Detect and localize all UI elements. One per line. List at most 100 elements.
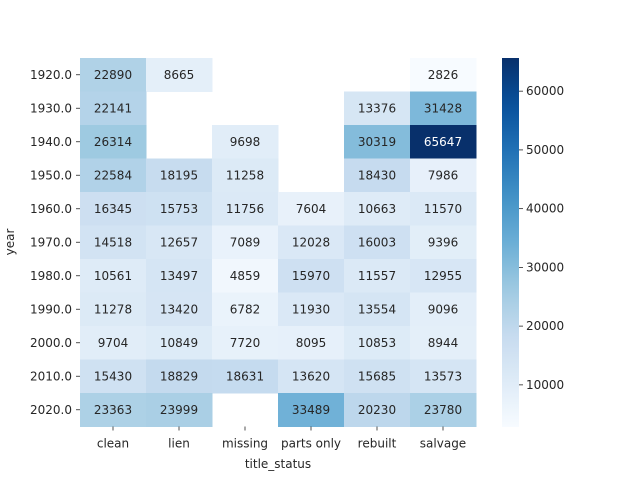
heatmap-cell <box>410 393 477 427</box>
heatmap-cell <box>80 292 147 327</box>
colorbar <box>502 58 519 427</box>
heatmap-cell <box>146 393 213 427</box>
cell-value-label: 7089 <box>230 235 261 249</box>
y-tick-label: 1990.0 <box>30 302 72 316</box>
cell-value-label: 13573 <box>424 369 462 383</box>
cell-value-label: 11557 <box>358 269 396 283</box>
colorbar-tick-label: 20000 <box>526 319 564 333</box>
heatmap-cell <box>410 292 477 327</box>
heatmap-cell <box>80 125 147 159</box>
y-tick-label: 2000.0 <box>30 336 72 350</box>
cell-value-label: 18631 <box>226 369 264 383</box>
heatmap-cell <box>344 158 411 193</box>
cell-value-label: 11570 <box>424 202 462 216</box>
cell-value-label: 23999 <box>160 403 198 417</box>
heatmap-cell <box>344 393 411 427</box>
heatmap-cell <box>410 125 477 159</box>
cell-value-label: 18829 <box>160 369 198 383</box>
cell-value-label: 20230 <box>358 403 396 417</box>
cell-value-label: 22584 <box>94 168 132 182</box>
cell-value-label: 2826 <box>428 68 459 82</box>
heatmap-cell <box>410 58 477 92</box>
heatmap-cell <box>410 225 477 260</box>
heatmap-cell <box>212 158 279 193</box>
cell-value-label: 4859 <box>230 269 261 283</box>
cell-value-label: 6782 <box>230 302 261 316</box>
cell-value-label: 31428 <box>424 101 462 115</box>
heatmap-cell <box>410 259 477 293</box>
x-tick-label: clean <box>97 437 129 451</box>
cell-value-label: 22890 <box>94 68 132 82</box>
cell-value-label: 8665 <box>164 68 195 82</box>
y-tick-label: 1960.0 <box>30 202 72 216</box>
cell-value-label: 13420 <box>160 302 198 316</box>
heatmap-cell <box>410 326 477 360</box>
cell-value-label: 13376 <box>358 101 396 115</box>
cell-value-label: 18195 <box>160 168 198 182</box>
cell-value-label: 12028 <box>292 235 330 249</box>
heatmap-cell <box>278 359 345 394</box>
cell-value-label: 13620 <box>292 369 330 383</box>
cell-value-label: 16003 <box>358 235 396 249</box>
heatmap-cell <box>410 192 477 226</box>
cell-value-label: 12657 <box>160 235 198 249</box>
cell-value-label: 18430 <box>358 168 396 182</box>
cell-value-label: 10853 <box>358 336 396 350</box>
heatmap-cell <box>344 91 411 126</box>
cell-value-label: 9396 <box>428 235 459 249</box>
cell-value-label: 7720 <box>230 336 261 350</box>
heatmap-cell <box>146 326 213 360</box>
heatmap-cell <box>146 58 213 92</box>
colorbar-tick-label: 50000 <box>526 143 564 157</box>
heatmap-cell <box>344 225 411 260</box>
heatmap-cell <box>278 292 345 327</box>
x-tick-label: missing <box>222 437 268 451</box>
cell-value-label: 11756 <box>226 202 264 216</box>
heatmap-cell <box>278 192 345 226</box>
y-tick-label: 1940.0 <box>30 135 72 149</box>
cell-value-label: 15685 <box>358 369 396 383</box>
heatmap-cell <box>80 225 147 260</box>
y-tick-label: 1980.0 <box>30 269 72 283</box>
y-tick-label: 1970.0 <box>30 235 72 249</box>
heatmap-cell <box>80 192 147 226</box>
cell-value-label: 7604 <box>296 202 327 216</box>
cell-value-label: 30319 <box>358 135 396 149</box>
heatmap-cell <box>410 158 477 193</box>
cell-value-label: 8944 <box>428 336 459 350</box>
heatmap-cell <box>278 393 345 427</box>
cell-value-label: 65647 <box>424 135 462 149</box>
cell-value-label: 9698 <box>230 135 261 149</box>
heatmap-cell <box>146 225 213 260</box>
cell-value-label: 22141 <box>94 101 132 115</box>
cell-value-label: 10561 <box>94 269 132 283</box>
heatmap-cell <box>80 393 147 427</box>
colorbar-tick-label: 60000 <box>526 84 564 98</box>
x-tick-label: parts only <box>281 437 341 451</box>
x-axis-ticks: clean lien missing parts only rebuilt salvage <box>97 426 466 451</box>
cell-value-label: 8095 <box>296 336 327 350</box>
cell-value-label: 9704 <box>98 336 129 350</box>
heatmap-cell <box>410 91 477 126</box>
heatmap-cell <box>212 326 279 360</box>
heatmap-cell <box>410 359 477 394</box>
heatmap-cells: 22890 8665 2826 22141 13376 31428 26314 9698 303… <box>80 58 477 427</box>
heatmap-cell <box>80 91 147 126</box>
y-tick-label: 1930.0 <box>30 101 72 115</box>
cell-value-label: 23363 <box>94 403 132 417</box>
cell-value-label: 13497 <box>160 269 198 283</box>
heatmap-cell <box>212 225 279 260</box>
heatmap-cell <box>146 359 213 394</box>
heatmap-cell <box>146 158 213 193</box>
heatmap-cell <box>344 292 411 327</box>
x-tick-label: lien <box>168 437 190 451</box>
x-axis-label: title_status <box>245 457 311 471</box>
cell-value-label: 15430 <box>94 369 132 383</box>
y-tick-label: 2010.0 <box>30 369 72 383</box>
heatmap-cell <box>344 192 411 226</box>
cell-value-label: 15970 <box>292 269 330 283</box>
cell-value-label: 15753 <box>160 202 198 216</box>
heatmap-cell <box>80 359 147 394</box>
heatmap-cell <box>80 259 147 293</box>
